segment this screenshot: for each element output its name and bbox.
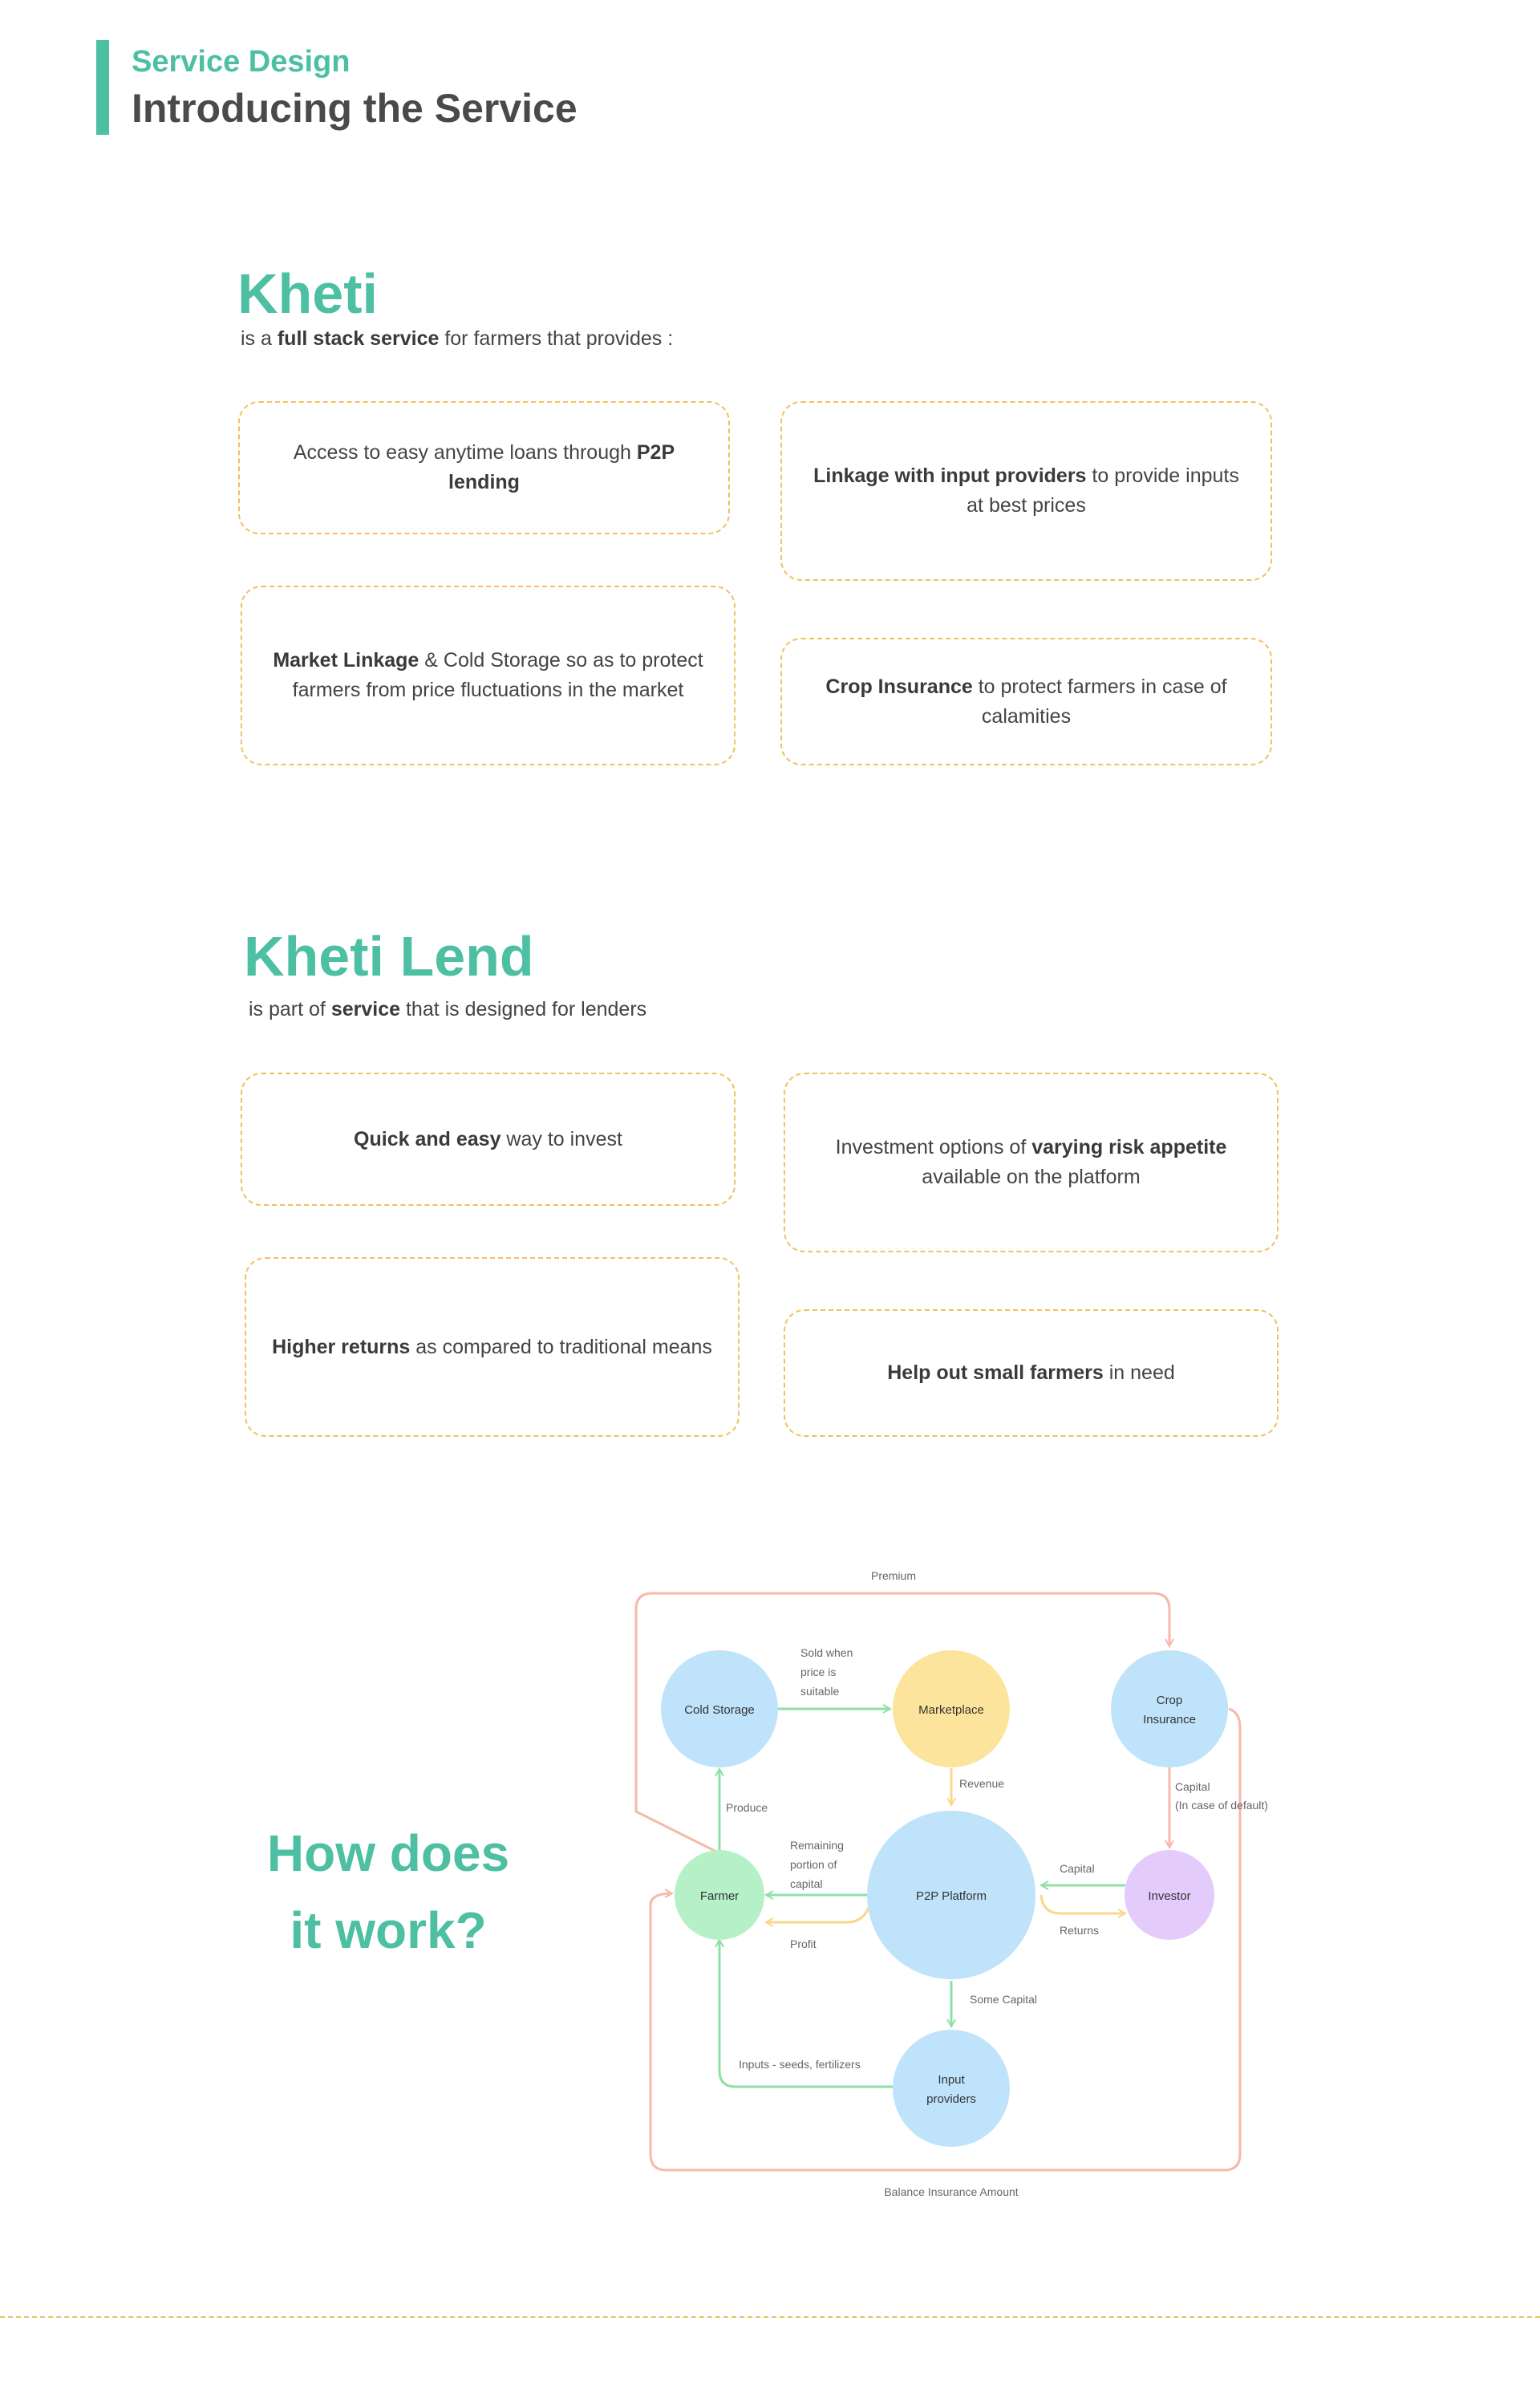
kheti-card-crop-insurance: Crop Insurance to protect farmers in cas…	[780, 638, 1272, 765]
rich-text: Quick and easy way to invest	[354, 1125, 622, 1154]
body-text: in need	[1103, 1361, 1175, 1384]
edge-label-some-capital: Some Capital	[970, 1993, 1037, 2006]
emphasis-text: varying risk appetite	[1031, 1136, 1227, 1158]
edge-label-premium: Premium	[871, 1569, 916, 1582]
kheti-card-input-providers: Linkage with input providers to provide …	[780, 401, 1272, 581]
body-text: to provide inputs at best prices	[967, 465, 1239, 517]
label-input-providers-1: Input	[938, 2073, 965, 2087]
emphasis-text: P2P lending	[448, 441, 675, 493]
edge-label-capital: Capital	[1060, 1862, 1095, 1875]
edge-label-produce: Produce	[726, 1801, 768, 1814]
edge-premium	[634, 1592, 1169, 1855]
edge-inputs	[719, 1940, 893, 2088]
edge-label-sold-1: Sold when	[800, 1646, 853, 1659]
edge-profit	[766, 1899, 873, 1922]
emphasis-text: service	[330, 998, 401, 1020]
edge-label-capital-default-1: Capital	[1175, 1780, 1210, 1793]
body-text: for farmers that provides :	[439, 327, 674, 350]
kheti-card-p2p-lending: Access to easy anytime loans through P2P…	[238, 401, 730, 534]
edge-label-inputs: Inputs - seeds, fertilizers	[739, 2058, 861, 2071]
lend-card-quick-easy: Quick and easy way to invest	[241, 1073, 736, 1206]
rich-text: Crop Insurance to protect farmers in cas…	[806, 672, 1246, 732]
emphasis-text: Higher returns	[272, 1335, 411, 1358]
label-investor: Investor	[1148, 1889, 1190, 1903]
edge-label-capital-default-2: (In case of default)	[1175, 1799, 1268, 1812]
lend-card-higher-returns: Higher returns as compared to traditiona…	[245, 1257, 740, 1437]
body-text: way to invest	[500, 1127, 622, 1150]
emphasis-text: Quick and easy	[354, 1127, 501, 1150]
edge-label-returns: Returns	[1060, 1924, 1099, 1937]
label-p2p-platform: P2P Platform	[916, 1889, 987, 1903]
rich-text: Access to easy anytime loans through P2P…	[264, 438, 704, 497]
rich-text: Higher returns as compared to traditiona…	[272, 1333, 712, 1362]
edge-label-profit: Profit	[790, 1937, 817, 1950]
label-crop-insurance-1: Crop	[1157, 1694, 1183, 1707]
rich-text: Market Linkage & Cold Storage so as to p…	[266, 646, 710, 705]
section-eyebrow: Service Design	[132, 45, 351, 79]
kheti-intro: is a full stack service for farmers that…	[241, 327, 673, 351]
rich-text: Investment options of varying risk appet…	[809, 1133, 1253, 1192]
node-input-providers	[893, 2030, 1010, 2147]
kheti-card-market-linkage: Market Linkage & Cold Storage so as to p…	[241, 586, 736, 765]
label-crop-insurance-2: Insurance	[1143, 1713, 1196, 1726]
node-farmer	[675, 1850, 764, 1940]
page-title: Introducing the Service	[132, 86, 578, 131]
body-text: available on the platform	[922, 1166, 1141, 1188]
rich-text: is part of service that is designed for …	[249, 998, 646, 1020]
node-p2p-platform	[867, 1811, 1035, 1979]
how-it-works-title: How does it work?	[241, 1815, 536, 1969]
footer-divider	[0, 2316, 1540, 2318]
body-text: that is designed for lenders	[400, 998, 647, 1020]
label-input-providers-2: providers	[926, 2092, 976, 2106]
lend-card-help-farmers: Help out small farmers in need	[784, 1309, 1279, 1437]
edge-label-sold-2: price is	[800, 1666, 836, 1678]
emphasis-text: Linkage with input providers	[813, 465, 1087, 487]
header-accent-bar	[96, 40, 109, 135]
emphasis-text: full stack service	[277, 327, 440, 350]
lend-card-risk-appetite: Investment options of varying risk appet…	[784, 1073, 1279, 1252]
node-investor	[1125, 1850, 1214, 1940]
label-farmer: Farmer	[700, 1889, 739, 1903]
edge-label-remaining-3: capital	[790, 1877, 822, 1890]
body-text: Investment options of	[835, 1136, 1032, 1158]
body-text: Access to easy anytime loans through	[293, 441, 637, 464]
node-crop-insurance	[1111, 1650, 1228, 1767]
how-title-line-1: How does	[266, 1824, 510, 1882]
edge-label-revenue: Revenue	[959, 1777, 1004, 1790]
edge-label-sold-3: suitable	[800, 1685, 839, 1698]
how-title-line-2: it work?	[290, 1901, 487, 1959]
edge-label-remaining-1: Remaining	[790, 1839, 844, 1852]
body-text: is a	[241, 327, 278, 350]
kheti-title: Kheti	[237, 262, 378, 325]
body-text: as compared to traditional means	[410, 1335, 712, 1358]
body-text: & Cold Storage so as to protect farmers …	[292, 649, 703, 701]
emphasis-text: Market Linkage	[273, 649, 419, 672]
node-marketplace	[893, 1650, 1010, 1767]
emphasis-text: Crop Insurance	[825, 675, 973, 698]
emphasis-text: Help out small farmers	[887, 1361, 1104, 1384]
edge-label-remaining-2: portion of	[790, 1858, 837, 1871]
edge-balance-insurance	[649, 1707, 1242, 2172]
kheti-lend-title: Kheti Lend	[244, 925, 534, 988]
edge-label-balance: Balance Insurance Amount	[884, 2185, 1018, 2198]
label-marketplace: Marketplace	[918, 1703, 984, 1717]
rich-text: is a full stack service for farmers that…	[241, 327, 673, 350]
rich-text: Linkage with input providers to provide …	[806, 461, 1246, 521]
kheti-lend-intro: is part of service that is designed for …	[249, 998, 646, 1021]
node-cold-storage	[661, 1650, 778, 1767]
edge-returns	[1040, 1894, 1125, 1913]
label-cold-storage: Cold Storage	[684, 1703, 755, 1717]
rich-text: Help out small farmers in need	[887, 1358, 1175, 1388]
body-text: to protect farmers in case of calamities	[972, 675, 1227, 728]
body-text: is part of	[249, 998, 331, 1020]
